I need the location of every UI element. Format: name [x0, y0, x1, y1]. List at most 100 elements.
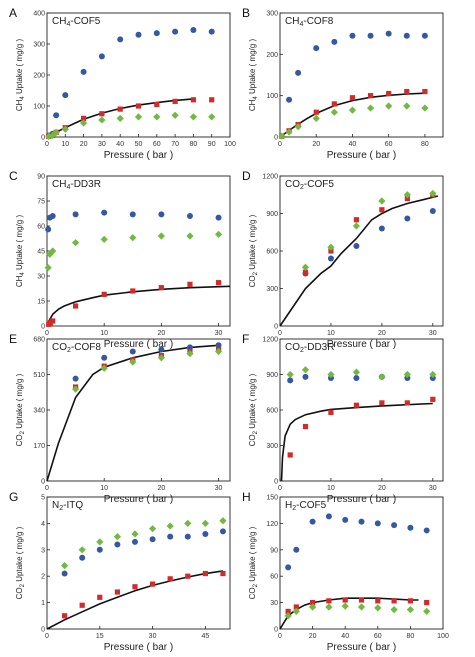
data-point-square [185, 573, 191, 579]
x-tick-label: 0 [278, 330, 282, 337]
data-point-circle [219, 528, 226, 535]
data-point-circle [342, 516, 349, 523]
chart-panel-a: A CH4-COF5 0 10 20 30 40 50 60 70 80 90 100 0 100 200 30… [9, 6, 236, 161]
x-tick-label: 30 [429, 485, 437, 492]
plot-frame [279, 12, 444, 138]
data-point-square [328, 248, 334, 254]
data-point-square [424, 600, 430, 606]
data-point-square [209, 97, 215, 103]
data-point-circle [53, 112, 60, 119]
x-tick-label: 80 [190, 141, 198, 148]
data-point-square [167, 576, 173, 582]
x-tick-label: 0 [45, 141, 49, 148]
y-tick-label: 0 [41, 479, 45, 486]
data-point-diamond [348, 106, 357, 114]
data-point-circle [79, 554, 86, 561]
data-point-diamond [44, 264, 52, 272]
y-tick-label: 200 [33, 73, 45, 80]
data-point-circle [423, 527, 430, 534]
x-axis-label: Pressure ( bar ) [327, 339, 396, 350]
data-point-circle [117, 36, 124, 43]
data-point-circle [172, 28, 179, 35]
data-point-square [149, 581, 156, 587]
data-point-diamond [46, 250, 54, 258]
data-point-square [404, 400, 410, 406]
y-tick-label: 100 [33, 104, 45, 111]
data-point-circle [208, 28, 215, 35]
panel-title: CO2-COF5 [285, 179, 334, 191]
x-tick-label: 60 [374, 633, 382, 640]
data-point-square [117, 106, 123, 112]
x-tick-label: 70 [171, 141, 179, 148]
data-point-diamond [171, 111, 179, 119]
data-point-square [326, 598, 332, 604]
y-tick-label: 30 [37, 274, 45, 281]
data-point-circle [184, 533, 191, 540]
y-tick-label: 60 [37, 224, 45, 231]
data-point-circle [186, 213, 193, 219]
data-point-square [404, 88, 410, 95]
x-tick-label: 40 [341, 633, 349, 640]
data-point-diamond [148, 525, 157, 533]
y-tick-label: 90 [270, 547, 278, 554]
y-tick-label: 340 [33, 408, 45, 415]
data-point-square [375, 598, 381, 604]
data-point-diamond [421, 104, 429, 112]
data-point-square [310, 600, 316, 606]
x-tick-label: 0 [45, 330, 49, 337]
x-tick-label: 10 [327, 330, 335, 337]
x-axis-label: Pressure ( bar ) [104, 494, 173, 505]
y-tick-label: 0 [274, 324, 278, 331]
data-point-square [72, 303, 79, 309]
chart-panel-h: H H2-COF5 0 20 40 60 80 100 0 30 60 90 120 150 Pressur… [242, 490, 449, 653]
data-point-diamond [285, 128, 293, 136]
x-axis-label: Pressure ( bar ) [104, 339, 173, 350]
data-point-square [358, 597, 365, 603]
data-point-circle [167, 533, 174, 540]
x-tick-label: 20 [157, 330, 165, 337]
data-point-diamond [403, 370, 411, 379]
data-point-circle [429, 208, 436, 214]
data-point-diamond [357, 603, 366, 611]
data-point-diamond [208, 113, 216, 121]
data-point-square [135, 103, 142, 109]
data-point-circle [80, 68, 87, 75]
data-point-circle [374, 520, 381, 527]
x-tick-label: 30 [98, 141, 106, 148]
data-point-circle [349, 32, 356, 39]
data-point-circle [202, 530, 209, 537]
x-tick-label: 90 [208, 141, 216, 148]
data-point-circle [293, 546, 300, 553]
data-point-circle [287, 377, 294, 384]
data-point-diamond [374, 604, 382, 612]
data-point-square [302, 423, 309, 430]
data-point-diamond [325, 603, 333, 611]
x-axis-label: Pressure ( bar ) [327, 642, 396, 653]
y-tick-label: 2 [41, 574, 45, 581]
chart-panel-c: C CH4-DD3R 0 10 20 30 0 15 30 45 60 75 90 Pressure ( … [9, 169, 231, 350]
data-point-diamond [189, 113, 197, 121]
data-point-circle [72, 375, 79, 382]
data-point-circle [114, 541, 121, 548]
data-point-square [187, 281, 193, 287]
x-tick-label: 0 [45, 633, 49, 640]
data-point-diamond [284, 612, 292, 620]
data-point-circle [313, 45, 320, 52]
data-point-square [50, 318, 56, 324]
x-tick-label: 0 [278, 485, 282, 492]
y-tick-label: 600 [266, 408, 278, 415]
x-tick-label: 50 [135, 141, 143, 148]
y-tick-label: 510 [33, 372, 45, 379]
data-point-circle [149, 536, 156, 543]
y-axis-label: CO2 Uptake ( mg/g ) [248, 214, 259, 287]
panel-title: CO2-COF8 [52, 342, 101, 354]
x-tick-label: 40 [349, 141, 357, 148]
data-point-square [342, 597, 348, 603]
fit-curve [280, 402, 433, 482]
y-tick-label: 1200 [262, 337, 278, 344]
data-point-diamond [78, 546, 86, 554]
data-point-circle [327, 255, 334, 262]
data-point-diamond [429, 370, 437, 379]
